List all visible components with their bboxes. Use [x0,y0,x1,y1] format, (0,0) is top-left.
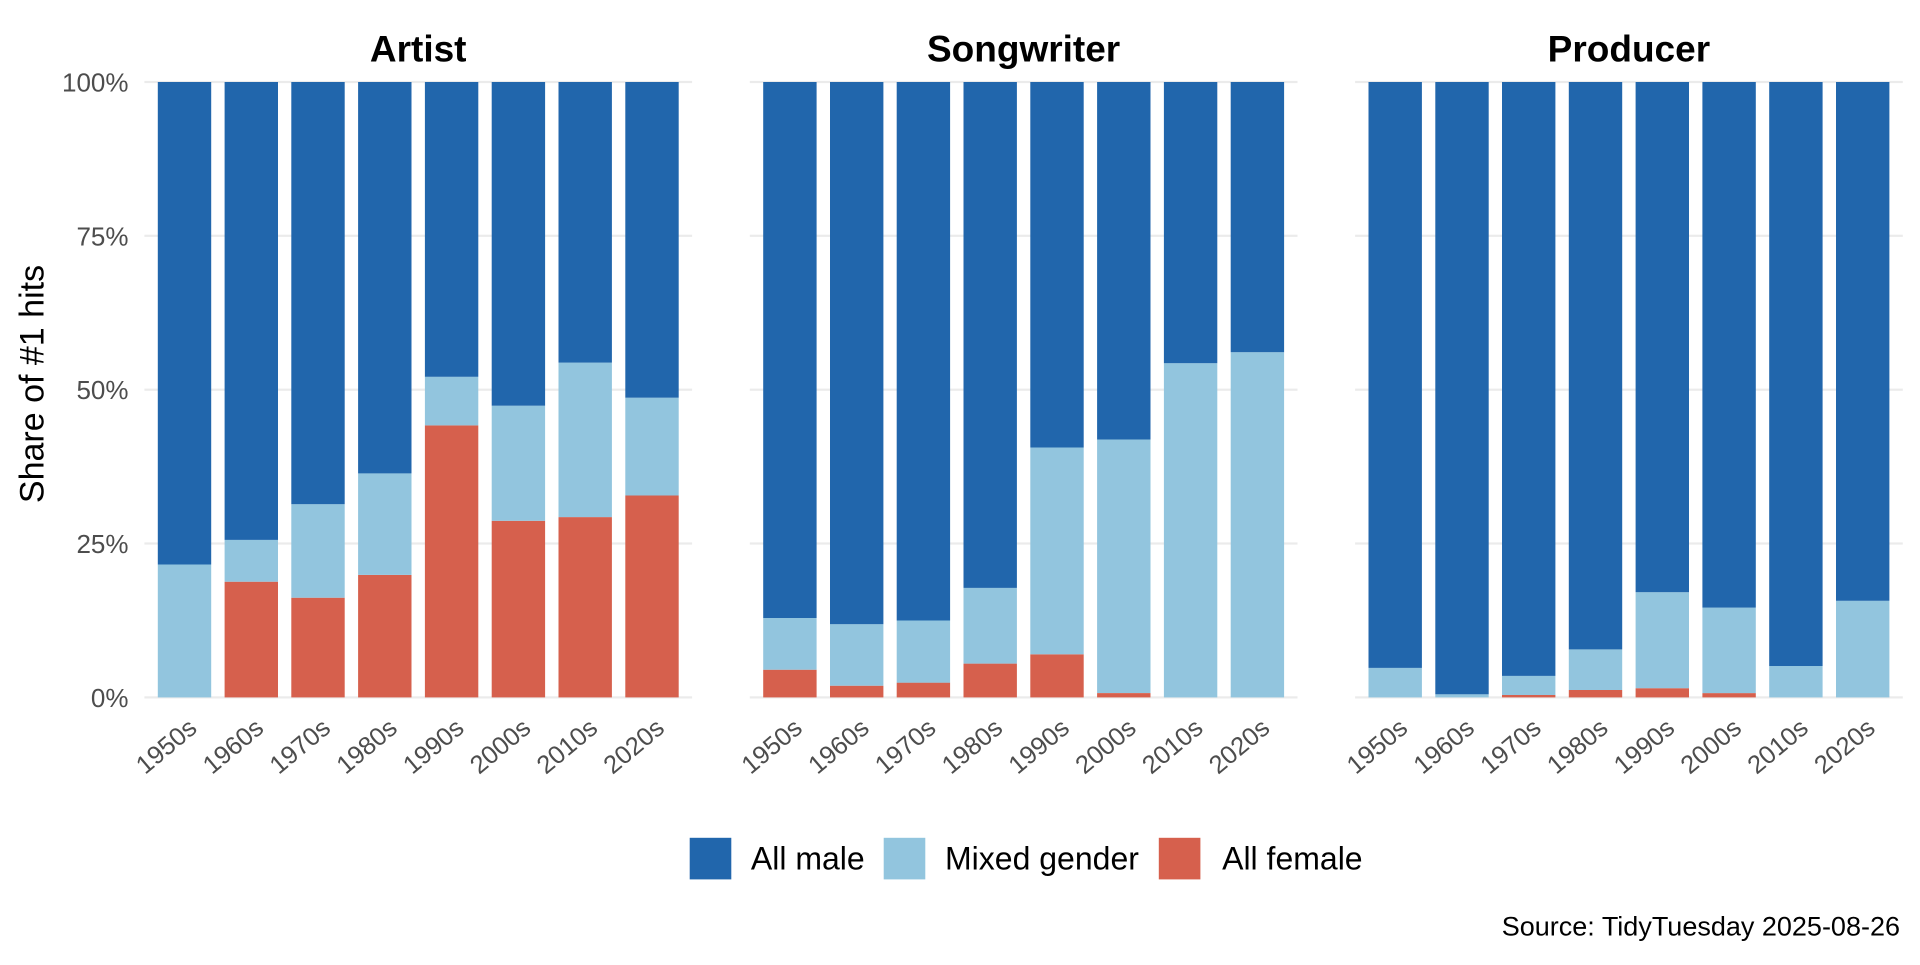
svg-text:Mixed gender: Mixed gender [945,841,1139,877]
svg-text:Songwriter: Songwriter [927,29,1120,70]
svg-text:All female: All female [1222,841,1363,877]
svg-text:75%: 75% [76,221,128,251]
svg-text:0%: 0% [91,683,129,713]
svg-text:Producer: Producer [1548,29,1710,70]
svg-text:Source: TidyTuesday 2025-08-26: Source: TidyTuesday 2025-08-26 [1502,912,1900,942]
svg-text:Share of #1 hits: Share of #1 hits [14,265,52,503]
svg-text:100%: 100% [62,68,129,98]
svg-text:25%: 25% [76,529,128,559]
svg-text:Artist: Artist [370,29,467,70]
svg-text:All male: All male [751,841,865,877]
svg-text:50%: 50% [76,375,128,405]
